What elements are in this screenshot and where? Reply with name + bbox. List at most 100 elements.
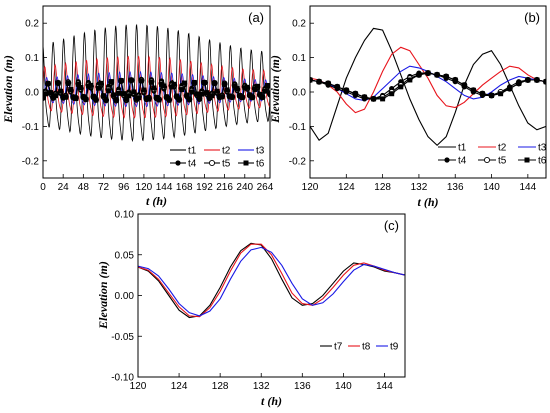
- series-marker-t6: [58, 88, 64, 94]
- series-marker-t6: [138, 78, 144, 84]
- series-marker-t6: [189, 89, 195, 95]
- x-tick-label: 136: [294, 381, 311, 392]
- legend-label-t4: t4: [458, 156, 467, 167]
- series-marker-t6: [191, 79, 197, 85]
- x-tick-label: 140: [335, 381, 352, 392]
- series-marker-t6: [156, 97, 162, 103]
- series-marker-t6: [352, 91, 358, 97]
- x-tick-label: 120: [130, 381, 147, 392]
- series-marker-t6: [103, 97, 109, 103]
- series-marker-t6: [63, 94, 69, 100]
- legend-label-t4: t4: [188, 159, 197, 170]
- legend-label-t5: t5: [222, 159, 231, 170]
- legend-label-t7: t7: [334, 342, 343, 353]
- series-marker-t6: [53, 93, 59, 99]
- series-marker-t6: [224, 87, 230, 93]
- series-marker-t6: [116, 90, 122, 96]
- legend-label-t1: t1: [458, 143, 467, 154]
- series-marker-t6: [45, 80, 51, 86]
- series-marker-t6: [161, 83, 167, 89]
- x-tick-label: 96: [118, 182, 130, 193]
- legend-label-t1: t1: [188, 146, 197, 157]
- legend: t1 t2 t3 t4 t5 t6: [170, 146, 265, 170]
- series-marker-t6: [452, 77, 458, 83]
- legend-label-t5: t5: [498, 156, 507, 167]
- series-marker-t6: [416, 72, 422, 78]
- series-marker-t6: [217, 94, 223, 100]
- y-tick-label: 0.1: [25, 53, 39, 64]
- legend-label-t2: t2: [222, 146, 231, 157]
- series-marker-t6: [212, 80, 218, 86]
- legend-marker-t5: [208, 159, 216, 167]
- y-tick-label: -0.10: [111, 373, 134, 384]
- y-tick-label: -0.05: [111, 332, 134, 343]
- y-tick-label: -0.2: [22, 156, 40, 167]
- series-line-t8: [138, 243, 405, 318]
- legend-label-t6: t6: [256, 159, 265, 170]
- x-tick-label: 240: [236, 182, 253, 193]
- series-marker-t6: [325, 80, 331, 86]
- series-marker-t6: [83, 96, 89, 102]
- series-marker-t6: [186, 96, 192, 102]
- y-tick-label: 0.2: [292, 19, 306, 30]
- series-marker-t6: [176, 97, 182, 103]
- series-marker-t6: [80, 94, 86, 100]
- y-tick-label: 0.0: [25, 88, 39, 99]
- y-tick-label: 0.1: [292, 53, 306, 64]
- x-tick-label: 132: [253, 381, 270, 392]
- x-axis-title: t (h): [418, 195, 439, 209]
- legend-label-t3: t3: [538, 143, 547, 154]
- series-marker-t6: [259, 94, 265, 100]
- series-marker-t6: [470, 87, 476, 93]
- series-marker-t6: [75, 81, 81, 87]
- series-marker-t6: [443, 74, 449, 80]
- series-marker-t6: [151, 85, 157, 91]
- series-marker-t6: [227, 93, 233, 99]
- series-marker-t6: [316, 79, 322, 85]
- series-marker-t6: [143, 95, 149, 101]
- series-marker-t6: [179, 87, 185, 93]
- y-tick-label: -0.2: [289, 156, 307, 167]
- chart-panel: 120 124 128 132 136 140 144 -0.2 -0.1 0.0 0.1 0.2 t …: [268, 5, 547, 209]
- x-tick-label: 144: [156, 182, 173, 193]
- x-tick-label: 140: [483, 182, 500, 193]
- series-marker-t6: [90, 93, 96, 99]
- series-marker-t6: [164, 94, 170, 100]
- series-marker-t6: [65, 80, 71, 86]
- series-marker-t6: [254, 83, 260, 89]
- series-marker-t6: [123, 96, 129, 102]
- series-marker-t6: [257, 91, 263, 97]
- series-marker-t6: [199, 91, 205, 97]
- series-marker-t6: [106, 88, 112, 94]
- panel-label: (a): [248, 10, 264, 25]
- x-tick-label: 132: [411, 182, 428, 193]
- series-marker-t6: [169, 84, 175, 90]
- x-tick-label: 0: [40, 182, 46, 193]
- x-tick-label: 168: [176, 182, 193, 193]
- series-marker-t6: [244, 84, 250, 90]
- series-marker-t6: [70, 94, 76, 100]
- x-tick-label: 72: [98, 182, 110, 193]
- series-marker-t6: [222, 81, 228, 87]
- series-marker-t6: [201, 80, 207, 86]
- x-tick-label: 24: [58, 182, 70, 193]
- x-axis-title: t (h): [146, 194, 167, 208]
- y-tick-label: -0.1: [289, 122, 307, 133]
- series-marker-t6: [93, 97, 99, 103]
- x-axis-title: t (h): [261, 394, 282, 408]
- series-marker-t6: [262, 88, 268, 94]
- series-marker-t6: [131, 89, 137, 95]
- series-marker-t6: [425, 70, 431, 76]
- series-group: [310, 27, 546, 147]
- series-marker-t6: [398, 84, 404, 90]
- series-marker-t6: [113, 97, 119, 103]
- series-marker-t6: [461, 82, 467, 88]
- series-group: [43, 23, 270, 143]
- series-marker-t6: [264, 83, 270, 89]
- legend-marker-t6: [243, 160, 249, 166]
- series-marker-t6: [234, 86, 240, 92]
- series-marker-t6: [543, 79, 546, 85]
- series-marker-t6: [534, 77, 540, 83]
- x-tick-label: 192: [196, 182, 213, 193]
- plot-frame: [137, 213, 406, 378]
